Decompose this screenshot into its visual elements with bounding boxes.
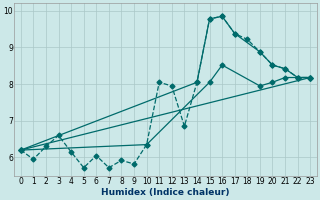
X-axis label: Humidex (Indice chaleur): Humidex (Indice chaleur) (101, 188, 230, 197)
